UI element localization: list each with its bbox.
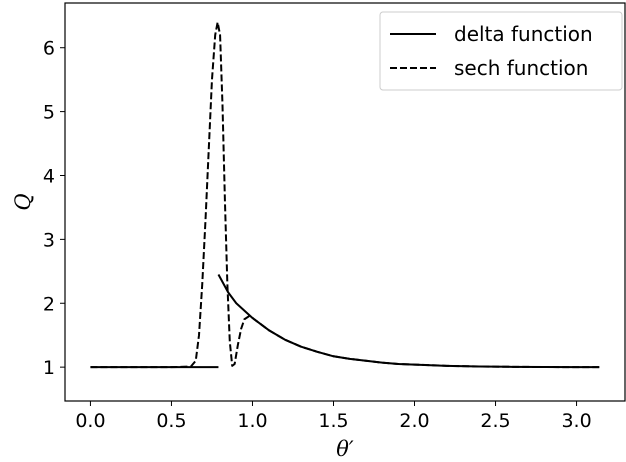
y-tick-label: 5: [43, 102, 55, 124]
legend: delta function sech function: [379, 11, 623, 91]
axes-frame: [64, 2, 626, 402]
x-tick-label: 2.0: [399, 410, 429, 432]
y-tick-label: 6: [43, 38, 55, 60]
x-tick-label: 1.0: [237, 410, 267, 432]
x-tick-label: 0.5: [156, 410, 186, 432]
x-tick-label: 3.0: [561, 410, 591, 432]
legend-label-delta: delta function: [454, 22, 593, 46]
y-tick-label: 3: [43, 229, 55, 251]
y-axis-label: Q: [11, 193, 35, 210]
y-axis: 1 2 3 4 5 6: [43, 38, 65, 379]
y-tick-label: 2: [43, 293, 55, 315]
x-tick-label: 2.5: [480, 410, 510, 432]
plot-area: [90, 21, 600, 369]
x-tick-label: 0.0: [75, 410, 105, 432]
legend-label-sech: sech function: [454, 56, 588, 80]
series-line-delta-function-seg-1: [217, 274, 600, 369]
y-tick-label: 4: [43, 165, 55, 187]
x-tick-label: 1.5: [318, 410, 348, 432]
legend-box: [379, 11, 623, 91]
x-axis-label: θ′: [336, 437, 354, 461]
series-line-sech-function-seg-0: [90, 21, 600, 369]
y-tick-label: 1: [43, 357, 55, 379]
x-axis: 0.0 0.5 1.0 1.5 2.0 2.5 3.0: [75, 401, 592, 432]
